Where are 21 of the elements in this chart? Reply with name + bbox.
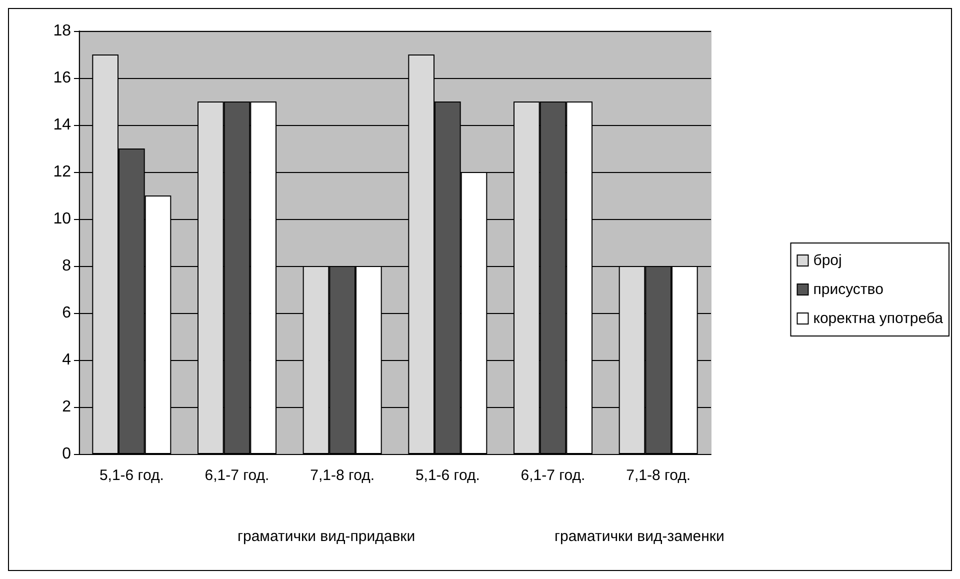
y-tick-label: 0 bbox=[62, 446, 72, 462]
y-tick-label: 16 bbox=[53, 70, 72, 86]
y-tick-label: 14 bbox=[53, 116, 72, 134]
text: граматички вид-придавки bbox=[237, 528, 416, 545]
legend-label: број bbox=[813, 252, 842, 269]
y-tick-label: 2 bbox=[62, 398, 72, 416]
y-tick-label: 18 bbox=[53, 22, 72, 40]
x-tick-label: 7,1-8 год. bbox=[626, 467, 691, 484]
y-tick-label: 12 bbox=[53, 164, 72, 180]
x-tick-label: 6,1-7 год. bbox=[204, 467, 270, 484]
text: граматички вид-заменки bbox=[554, 528, 724, 545]
x-tick-label: 6,1-7 год. bbox=[520, 467, 586, 484]
y-tick-label: 10 bbox=[53, 210, 72, 228]
x-tick-label: 7,1-8 год. bbox=[310, 467, 375, 484]
x-tick-label: 5,1-6 год. bbox=[415, 467, 480, 484]
y-tick-label: 4 bbox=[62, 352, 72, 368]
legend-label: присуство bbox=[813, 281, 884, 298]
y-tick-label: 8 bbox=[62, 258, 72, 274]
x-tick-label: 5,1-6 год. bbox=[99, 467, 164, 484]
legend-label: коректна употреба bbox=[813, 310, 944, 327]
y-tick-label: 6 bbox=[62, 304, 72, 322]
